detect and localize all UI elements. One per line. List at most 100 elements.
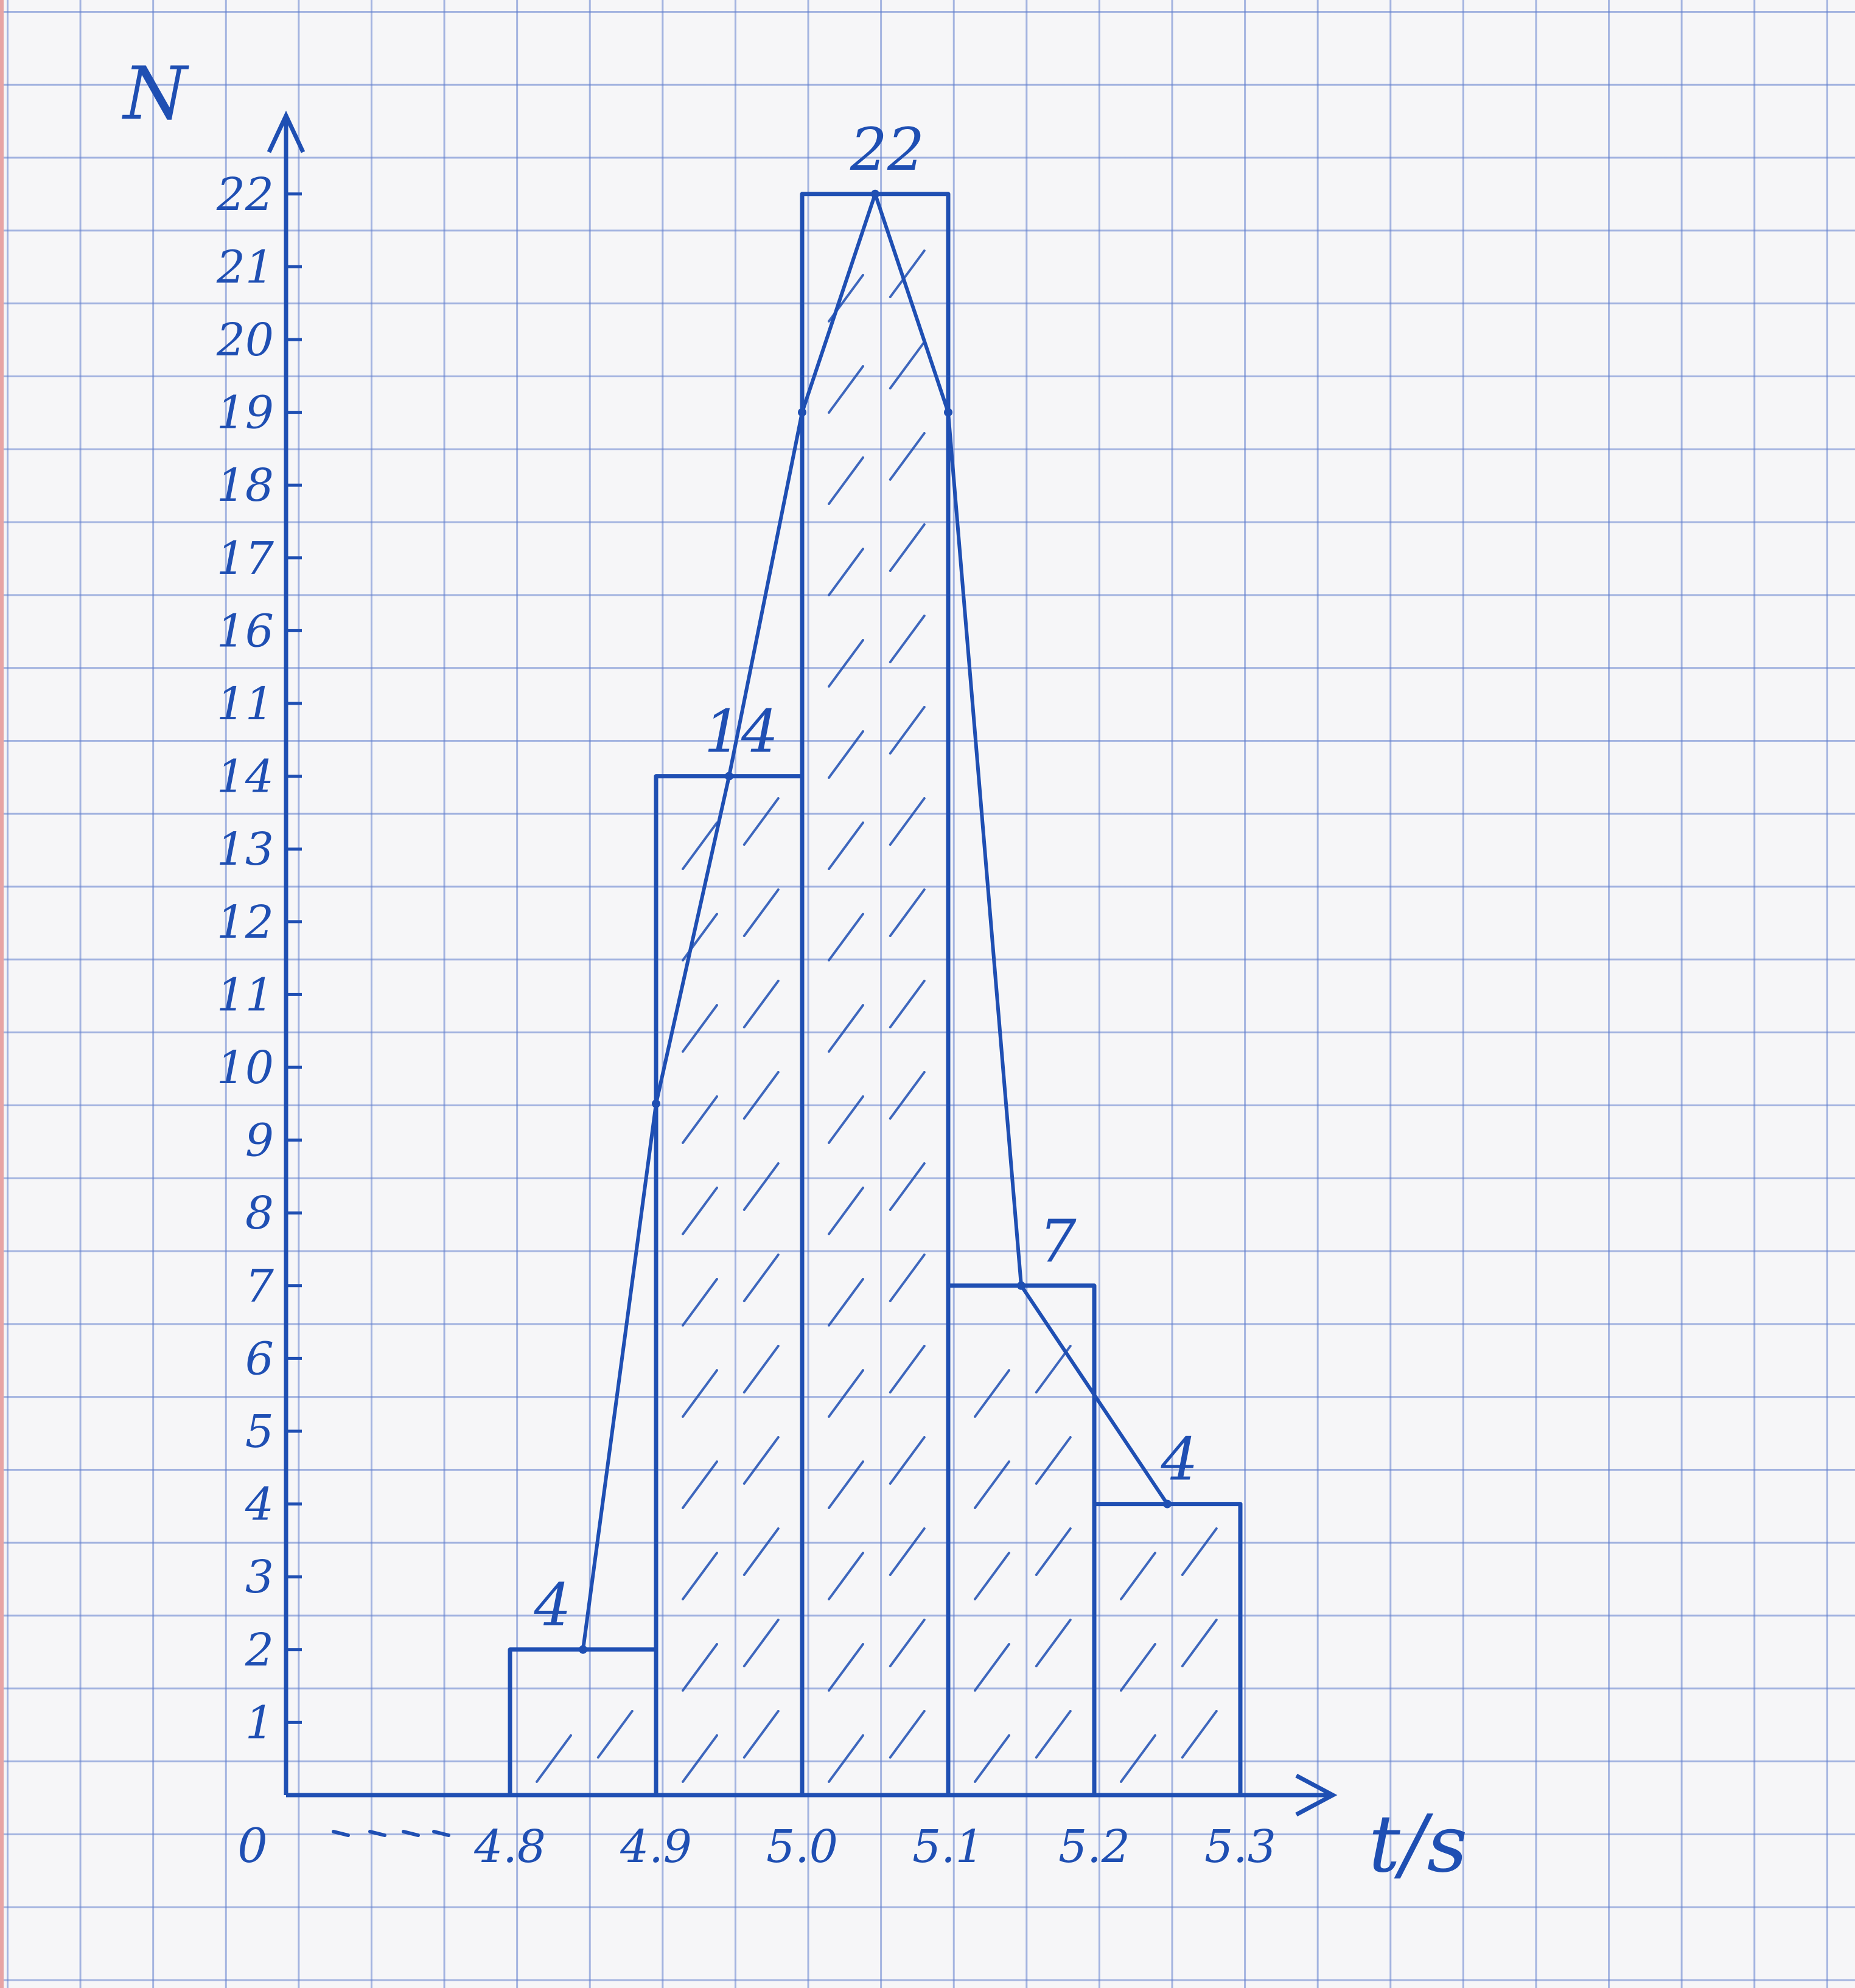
x-tick-label: 5.2	[1058, 1821, 1130, 1873]
hatch-mark	[742, 797, 780, 846]
bars-layer	[508, 192, 1243, 1798]
bar-value-label: 14	[704, 698, 778, 766]
hatch-mark	[682, 821, 718, 870]
hatch-mark	[974, 1734, 1010, 1783]
hatch-mark	[682, 1643, 718, 1692]
hatch-mark	[682, 1460, 718, 1509]
hatch-mark	[1181, 1710, 1218, 1759]
hatch-mark	[889, 249, 926, 298]
curve-point	[944, 408, 952, 417]
y-tick-label: 10	[217, 1042, 274, 1094]
hatch-mark	[828, 1187, 864, 1235]
hatch-mark	[682, 1004, 718, 1053]
curve-point	[871, 189, 879, 198]
curve-point	[798, 408, 806, 417]
hatch-mark	[828, 1095, 864, 1144]
hatch-mark	[889, 615, 926, 663]
hatch-mark	[742, 1527, 780, 1576]
hatch-mark	[974, 1552, 1010, 1600]
hatch-mark	[828, 1643, 864, 1692]
bar-0	[508, 1647, 659, 1798]
hatch-mark	[682, 1369, 718, 1418]
hatching-layer	[536, 249, 1218, 1783]
axis-break-mark	[432, 1830, 450, 1837]
curve-point	[1017, 1281, 1025, 1290]
axis-break-mark	[332, 1830, 350, 1837]
x-tick-label: 5.0	[766, 1821, 838, 1873]
paper-margin-line	[0, 0, 4, 1988]
hatch-mark	[828, 1004, 864, 1053]
y-tick-label: 12	[217, 896, 274, 949]
hatch-mark	[742, 1254, 780, 1302]
bar-2	[800, 192, 951, 1798]
y-tick-label: 5	[245, 1406, 274, 1458]
y-tick-label: 18	[217, 459, 274, 512]
y-tick-label: 9	[245, 1115, 274, 1167]
y-tick-label: 17	[217, 532, 274, 585]
hatch-mark	[742, 1710, 780, 1759]
hatch-mark	[742, 1071, 780, 1120]
axis-break-mark	[368, 1830, 386, 1837]
hatch-mark	[889, 888, 926, 937]
y-tick-label: 8	[245, 1187, 274, 1240]
y-tick-label: 20	[216, 314, 274, 366]
hatch-mark	[742, 1436, 780, 1485]
y-tick-label: 21	[216, 241, 274, 293]
y-tick-label: 6	[245, 1333, 274, 1385]
hatch-mark	[682, 1095, 718, 1144]
hatch-mark	[828, 1734, 864, 1783]
curve-point	[579, 1645, 587, 1654]
hatch-mark	[889, 1436, 926, 1485]
hatch-mark	[1120, 1734, 1156, 1783]
bar-value-label: 7	[1039, 1207, 1076, 1275]
hatch-mark	[828, 730, 864, 779]
x-axis-title: t/s	[1369, 1798, 1468, 1890]
y-tick-label: 2	[245, 1624, 274, 1676]
hatch-mark	[889, 1162, 926, 1211]
y-tick-label: 7	[245, 1260, 274, 1313]
y-tick-label: 13	[217, 823, 274, 876]
hatch-mark	[889, 1527, 926, 1576]
hatch-mark	[889, 1619, 926, 1667]
hatch-mark	[828, 365, 864, 414]
hatch-mark	[974, 1369, 1010, 1418]
hatch-mark	[889, 980, 926, 1028]
hatch-mark	[889, 797, 926, 846]
hatch-mark	[742, 1619, 780, 1667]
x-tick-label: 5.1	[912, 1821, 984, 1873]
bar-value-label: 4	[1160, 1426, 1198, 1494]
hatch-mark	[596, 1710, 634, 1759]
hatch-mark	[1120, 1552, 1156, 1600]
hatch-mark	[742, 888, 780, 937]
y-tick-label: 4	[245, 1479, 274, 1531]
hatch-mark	[889, 523, 926, 572]
hatch-mark	[1035, 1710, 1072, 1759]
bar-4	[1092, 1502, 1243, 1798]
hatch-mark	[1181, 1527, 1218, 1576]
y-axis-title: N	[122, 52, 190, 136]
axis-break-mark	[402, 1830, 420, 1837]
curve-layer	[579, 189, 1172, 1654]
hatch-mark	[1035, 1527, 1072, 1576]
y-tick-label: 16	[217, 605, 274, 657]
hatch-mark	[742, 980, 780, 1028]
axes-layer	[267, 110, 1338, 1837]
hatch-mark	[828, 1460, 864, 1509]
hatch-mark	[828, 1552, 864, 1600]
hatch-mark	[828, 639, 864, 688]
hatch-mark	[889, 1710, 926, 1759]
x-axis-arrow	[1295, 1773, 1338, 1817]
frequency-curve	[581, 192, 1169, 1650]
hatch-mark	[828, 456, 864, 505]
hatch-mark	[682, 1278, 718, 1327]
curve-point	[725, 772, 733, 781]
curve-point	[652, 1099, 660, 1108]
hatch-mark	[889, 432, 926, 481]
hatch-mark	[828, 913, 864, 961]
hatch-mark	[889, 1071, 926, 1120]
x-tick-label: 5.3	[1204, 1821, 1276, 1873]
hatch-mark	[1181, 1619, 1218, 1667]
